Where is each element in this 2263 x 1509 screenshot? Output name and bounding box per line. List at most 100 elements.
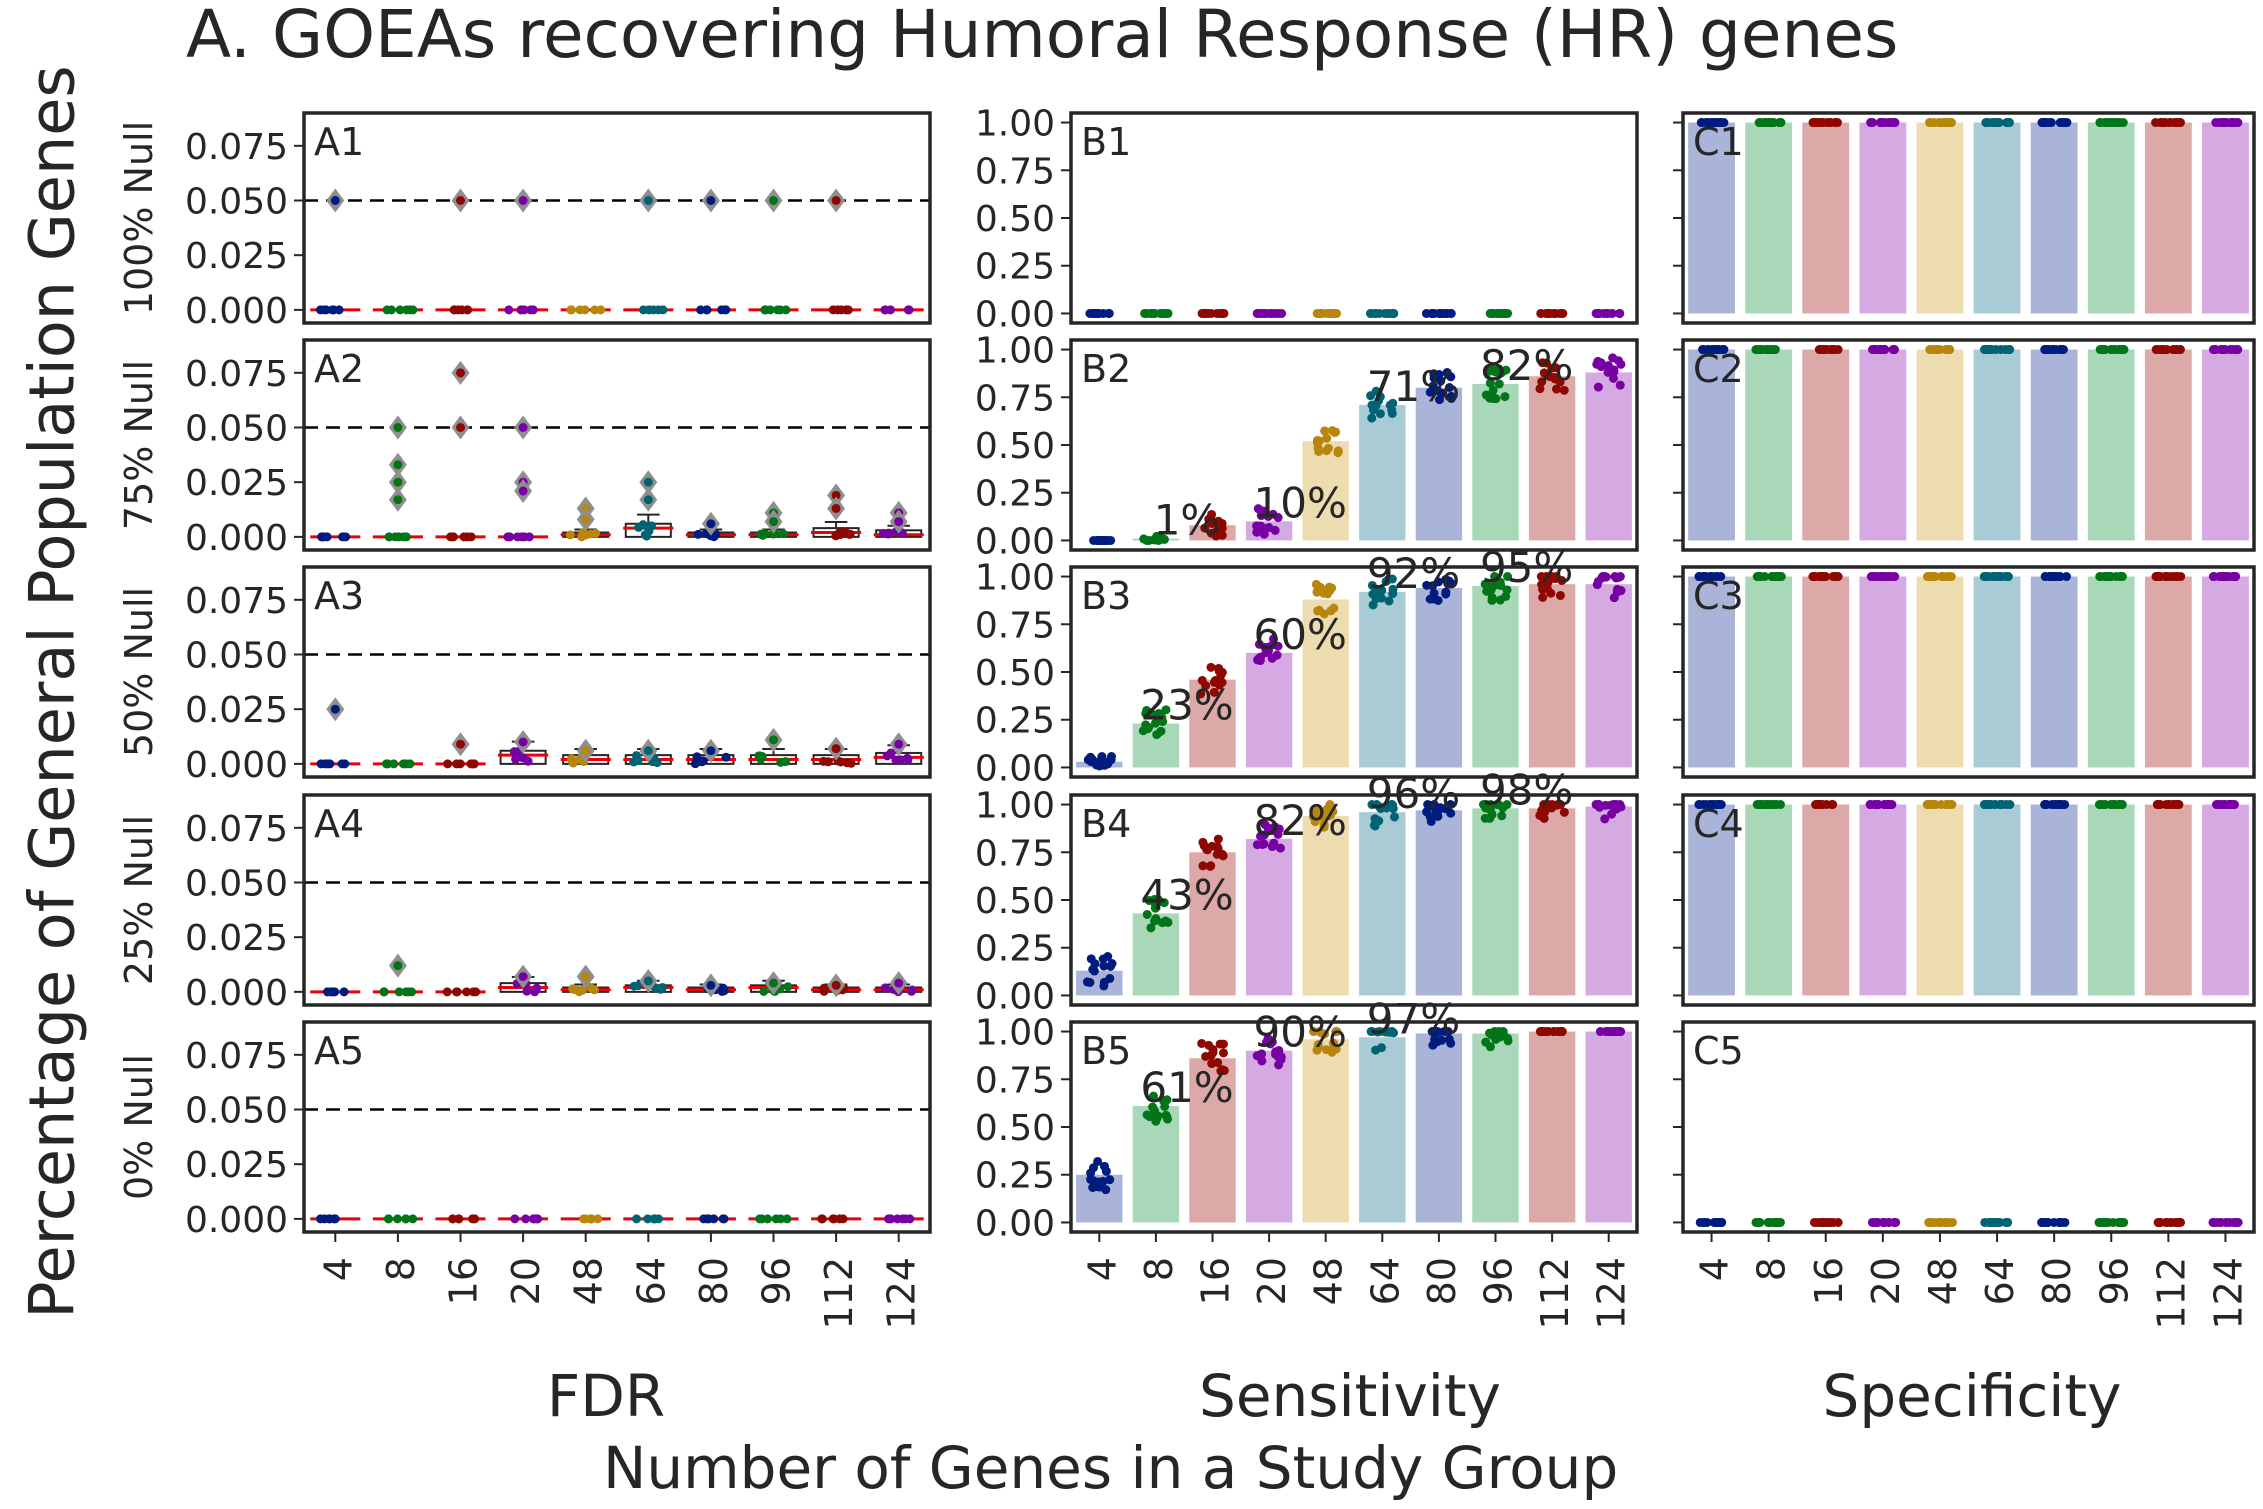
bar	[1528, 584, 1576, 768]
data-point	[2117, 345, 2127, 355]
data-point	[1198, 308, 1208, 318]
data-point	[782, 1214, 792, 1224]
value-annotation: 82%	[1480, 341, 1573, 390]
data-point	[1216, 1066, 1226, 1076]
data-point	[1702, 800, 1712, 810]
data-point	[1979, 572, 1989, 582]
data-point	[1446, 372, 1456, 382]
data-point	[1312, 435, 1322, 445]
data-point	[1981, 118, 1991, 128]
panel-label: B1	[1081, 120, 1131, 164]
data-point	[1708, 118, 1718, 128]
data-point	[2172, 345, 2182, 355]
x-tick-label: 124	[1590, 1257, 1634, 1330]
data-point	[2232, 345, 2242, 355]
data-point	[2210, 345, 2220, 355]
data-point	[2233, 118, 2243, 128]
data-point	[1887, 118, 1897, 128]
data-point	[1811, 800, 1821, 810]
y-tick-label: 0.000	[185, 1200, 288, 1241]
data-point	[1313, 606, 1323, 616]
data-point	[880, 305, 890, 315]
data-point	[325, 1214, 335, 1224]
bar	[1359, 404, 1406, 541]
data-point	[454, 1214, 464, 1224]
y-tick-label: 1.00	[975, 104, 1055, 145]
outlier-point	[831, 490, 841, 500]
data-point	[1610, 1027, 1620, 1037]
data-point	[1216, 670, 1226, 680]
panel-frame	[302, 565, 932, 779]
data-point	[1594, 800, 1604, 810]
data-point	[2172, 572, 2182, 582]
data-point	[718, 983, 728, 993]
outlier-point	[456, 196, 465, 205]
data-point	[320, 759, 330, 769]
data-point	[1197, 675, 1207, 685]
data-point	[517, 532, 527, 542]
data-point	[1213, 844, 1223, 854]
data-point	[1254, 639, 1264, 649]
panel-frame	[1069, 1020, 1639, 1234]
data-point	[1218, 1048, 1228, 1058]
data-point	[1500, 392, 1510, 402]
data-point	[1488, 385, 1498, 395]
data-point	[638, 305, 648, 315]
bar	[1585, 584, 1632, 768]
outlier-point	[393, 423, 403, 432]
data-point	[1486, 585, 1496, 595]
data-point	[1435, 395, 1445, 405]
panel-label: C5	[1693, 1029, 1744, 1073]
data-point	[1891, 1217, 1901, 1227]
bar	[1472, 383, 1519, 541]
bar	[1688, 576, 1735, 768]
data-point	[775, 305, 785, 315]
value-annotation: 43%	[1140, 870, 1233, 919]
bar	[1916, 122, 1964, 314]
data-point	[394, 987, 404, 997]
data-point	[1256, 652, 1266, 662]
data-point	[1213, 1058, 1223, 1068]
data-point	[886, 1214, 896, 1224]
data-point	[504, 305, 514, 315]
data-point	[2037, 1217, 2047, 1227]
value-annotation: 90%	[1254, 1008, 1347, 1057]
y-tick-label: 0.00	[975, 294, 1055, 335]
data-point	[1331, 1027, 1341, 1037]
data-point	[2050, 572, 2060, 582]
data-point	[1149, 1106, 1159, 1116]
data-point	[892, 1214, 902, 1224]
data-point	[1375, 392, 1385, 402]
data-point	[1105, 1175, 1115, 1185]
data-point	[1980, 800, 1990, 810]
data-point	[528, 305, 538, 315]
data-point	[1207, 519, 1217, 529]
data-point	[1559, 807, 1569, 817]
data-point	[1936, 800, 1946, 810]
fdr-panel-a5	[294, 1020, 932, 1234]
data-point	[1808, 572, 1818, 582]
panel-label: A1	[314, 120, 364, 164]
data-point	[1369, 820, 1379, 830]
data-point	[1600, 814, 1610, 824]
data-point	[2042, 800, 2052, 810]
panel-frame	[1681, 338, 2256, 552]
data-point	[1367, 413, 1377, 423]
data-point	[1263, 1034, 1273, 1044]
data-point	[1333, 446, 1343, 456]
bar	[1528, 1031, 1576, 1223]
bar	[1745, 804, 1793, 996]
data-point	[759, 986, 769, 996]
outlier-point	[393, 961, 403, 971]
data-point	[629, 757, 639, 767]
bar	[1472, 808, 1519, 996]
data-point	[2118, 1217, 2128, 1227]
data-point	[1497, 811, 1507, 821]
data-point	[1205, 861, 1215, 871]
data-point	[443, 759, 453, 769]
data-point	[518, 753, 528, 763]
data-point	[1832, 118, 1842, 128]
data-point	[1367, 1027, 1377, 1037]
row-label: 75% Null	[117, 360, 161, 530]
data-point	[327, 305, 337, 315]
